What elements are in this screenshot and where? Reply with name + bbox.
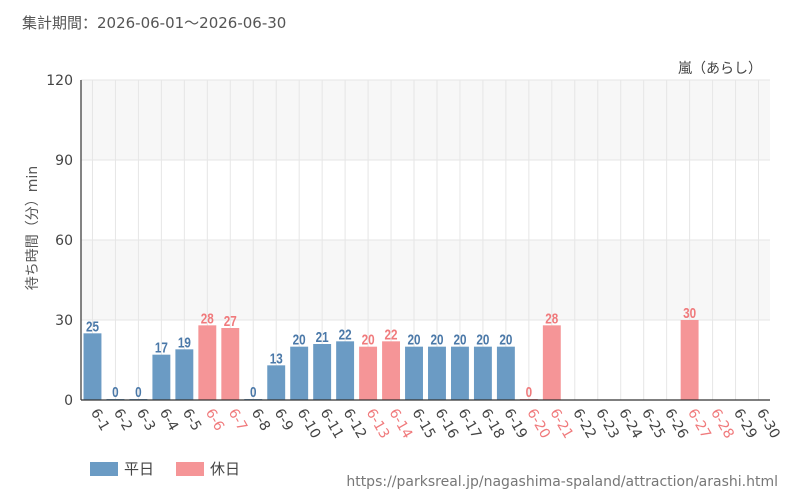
x-tick-label: 6-9 [271, 406, 296, 434]
bar-value-label: 28 [201, 310, 214, 327]
x-tick-label: 6-22 [569, 406, 599, 442]
x-tick-label: 6-6 [202, 406, 227, 434]
bar-6-17 [450, 346, 469, 400]
bar-6-11 [313, 344, 332, 400]
x-tick-label: 6-7 [225, 406, 250, 434]
bar-6-13 [359, 346, 378, 400]
bar-6-5 [175, 349, 194, 400]
chart-title: 嵐（あらし） [678, 61, 762, 77]
period-label: 集計期間：2026-06-01～2026-06-30 [22, 14, 287, 32]
bar-6-15 [405, 346, 423, 400]
bar-value-label: 30 [683, 305, 696, 322]
y-tick-label: 0 [64, 393, 73, 409]
y-tick-label: 60 [55, 233, 73, 249]
legend-label-holiday: 休日 [210, 460, 241, 478]
bar-value-label: 19 [178, 334, 191, 351]
x-tick-label: 6-23 [592, 406, 622, 442]
x-tick-label: 6-8 [248, 406, 273, 434]
bar-value-label: 22 [339, 326, 352, 343]
x-tick-label: 6-11 [317, 406, 347, 442]
legend-swatch-weekday [90, 461, 118, 476]
bar-6-4 [152, 354, 171, 400]
x-tick-label: 6-29 [730, 406, 760, 442]
x-tick-label: 6-16 [432, 406, 462, 442]
grid-band [81, 80, 770, 160]
bar-value-label: 20 [453, 331, 466, 348]
x-tick-label: 6-17 [454, 406, 484, 442]
x-tick-label: 6-26 [661, 406, 691, 442]
bar-6-18 [473, 346, 492, 400]
bar-value-label: 0 [526, 384, 533, 401]
bar-value-label: 20 [362, 331, 375, 348]
bar-value-label: 25 [86, 318, 99, 335]
bar-value-label: 20 [476, 331, 489, 348]
bar-value-label: 22 [385, 326, 398, 343]
bar-6-21 [542, 325, 561, 400]
x-tick-label: 6-3 [133, 406, 158, 434]
x-tick-label: 6-1 [87, 406, 112, 434]
x-tick-label: 6-28 [707, 406, 737, 442]
x-tick-label: 6-15 [409, 406, 439, 442]
x-tick-label: 6-13 [363, 406, 393, 442]
bar-value-label: 0 [135, 384, 142, 401]
x-tick-label: 6-10 [294, 406, 324, 442]
bar-value-label: 0 [250, 384, 257, 401]
bar-value-label: 17 [155, 339, 168, 356]
bar-value-label: 20 [430, 331, 443, 348]
x-tick-label: 6-21 [546, 406, 576, 442]
bar-value-label: 13 [270, 350, 283, 367]
bar-6-12 [336, 341, 355, 400]
bar-6-7 [221, 328, 240, 400]
legend-item-weekday: 平日 [90, 458, 154, 479]
y-tick-label: 30 [55, 313, 73, 329]
legend-label-weekday: 平日 [124, 460, 155, 478]
y-tick-label: 120 [46, 73, 73, 89]
x-tick-label: 6-4 [156, 406, 181, 434]
bar-6-1 [83, 333, 102, 400]
bar-value-label: 0 [112, 384, 119, 401]
bar-6-10 [290, 346, 309, 400]
x-tick-label: 6-30 [753, 406, 783, 442]
grid-band [81, 240, 770, 320]
x-tick-label: 6-25 [638, 406, 668, 442]
bar-value-label: 20 [293, 331, 306, 348]
y-tick-label: 90 [55, 153, 73, 169]
x-tick-label: 6-19 [500, 406, 530, 442]
x-tick-label: 6-18 [477, 406, 507, 442]
x-tick-label: 6-2 [110, 406, 135, 434]
bar-6-27 [680, 320, 699, 400]
bar-value-label: 28 [545, 310, 558, 327]
source-url: https://parksreal.jp/nagashima-spaland/a… [346, 474, 778, 490]
bar-value-label: 27 [224, 313, 237, 330]
bar-6-19 [496, 346, 515, 400]
y-axis-label: 待ち時間（分）min [25, 166, 41, 290]
legend-item-holiday: 休日 [176, 458, 240, 479]
x-tick-label: 6-14 [386, 406, 416, 442]
x-tick-label: 6-12 [340, 406, 370, 442]
bar-6-16 [428, 346, 446, 400]
bar-6-14 [382, 341, 401, 400]
legend: 平日 休日 [90, 458, 262, 479]
bar-value-label: 21 [316, 329, 329, 346]
bar-6-9 [267, 365, 286, 400]
x-tick-label: 6-27 [684, 406, 714, 442]
bar-value-label: 20 [499, 331, 512, 348]
x-tick-label: 6-5 [179, 406, 204, 434]
x-tick-label: 6-20 [523, 406, 553, 442]
legend-swatch-holiday [176, 461, 205, 476]
x-tick-label: 6-24 [615, 406, 645, 442]
bar-6-6 [198, 325, 217, 400]
bar-value-label: 20 [408, 331, 421, 348]
